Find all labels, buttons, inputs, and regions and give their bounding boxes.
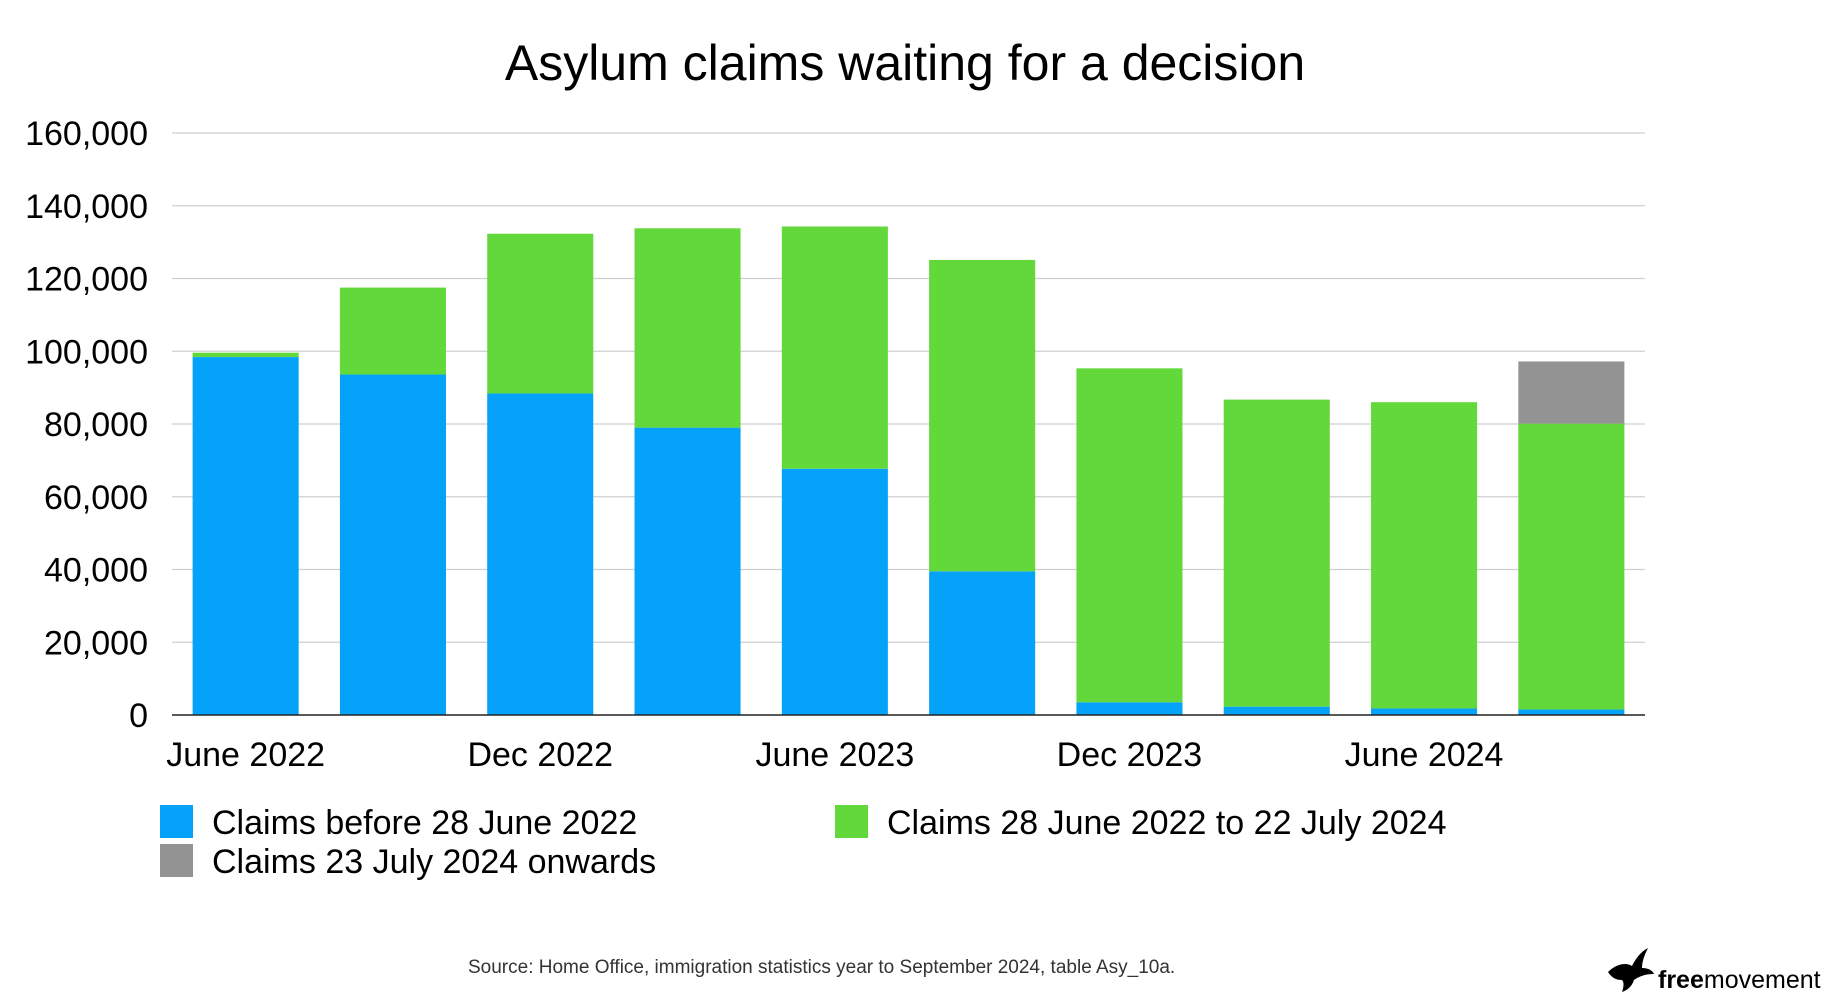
chart-title: Asylum claims waiting for a decision xyxy=(505,35,1305,91)
x-tick-label: June 2023 xyxy=(755,736,914,774)
bar-segment xyxy=(781,468,888,715)
legend-swatch xyxy=(160,805,193,838)
bar-segment xyxy=(192,357,299,715)
bar-segment xyxy=(929,259,1036,572)
bar-segment xyxy=(634,427,741,715)
bar-segment xyxy=(1223,706,1330,715)
bar-segment xyxy=(339,374,446,715)
source-note: Source: Home Office, immigration statist… xyxy=(468,957,1175,978)
legend: Claims before 28 June 2022 Claims 28 June… xyxy=(160,804,1446,881)
x-tick-label: June 2024 xyxy=(1345,736,1504,774)
bar-segment xyxy=(1371,708,1478,715)
x-tick-label: Dec 2022 xyxy=(467,736,613,774)
bar-segment xyxy=(929,571,1036,715)
bar-segment xyxy=(1223,399,1330,707)
bird-icon xyxy=(1608,948,1654,992)
bar-segment xyxy=(339,287,446,375)
bar-segment xyxy=(487,233,594,394)
legend-label: Claims 23 July 2024 onwards xyxy=(212,843,656,881)
y-tick-label: 60,000 xyxy=(44,479,148,517)
y-tick-label: 100,000 xyxy=(25,333,148,371)
y-tick-label: 40,000 xyxy=(44,552,148,590)
legend-swatch xyxy=(160,844,193,877)
bars xyxy=(192,226,1625,715)
bar-segment xyxy=(781,226,888,469)
legend-label: Claims 28 June 2022 to 22 July 2024 xyxy=(887,804,1446,842)
y-tick-label: 80,000 xyxy=(44,406,148,444)
y-tick-label: 160,000 xyxy=(25,115,148,153)
bar-segment xyxy=(1518,423,1625,710)
bar-segment xyxy=(1076,368,1183,703)
bar-segment xyxy=(634,228,741,428)
y-tick-label: 0 xyxy=(129,697,148,735)
y-axis: 0 20,000 40,000 60,000 80,000 100,000 120,000 1… xyxy=(25,115,148,735)
bar-segment xyxy=(1518,709,1625,715)
x-tick-label: Dec 2023 xyxy=(1057,736,1203,774)
bar-segment xyxy=(487,393,594,715)
svg-text:freemovement: freemovement xyxy=(1658,966,1821,994)
x-tick-label: June 2022 xyxy=(166,736,325,774)
bar-segment xyxy=(1076,702,1183,715)
legend-label: Claims before 28 June 2022 xyxy=(212,804,637,842)
y-tick-label: 140,000 xyxy=(25,188,148,226)
x-axis: June 2022 Dec 2022 June 2023 Dec 2023 June 2… xyxy=(166,736,1503,774)
bar-segment xyxy=(1371,402,1478,709)
legend-swatch xyxy=(835,805,868,838)
y-tick-label: 20,000 xyxy=(44,624,148,662)
logo-regular-text: movement xyxy=(1704,966,1821,994)
logo: freemovement xyxy=(1608,948,1821,994)
bar-segment xyxy=(1518,361,1625,424)
logo-bold-text: free xyxy=(1658,966,1704,994)
y-tick-label: 120,000 xyxy=(25,261,148,299)
bar-segment xyxy=(192,352,299,358)
